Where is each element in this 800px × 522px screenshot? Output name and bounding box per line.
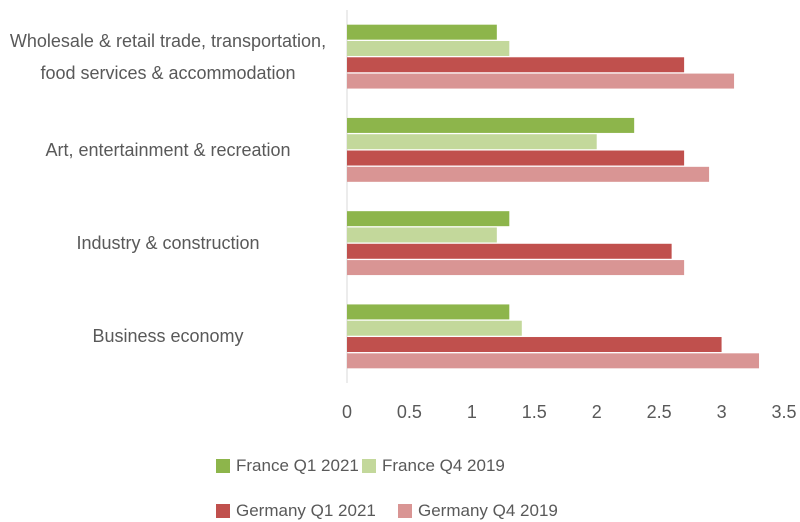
y-tick-label: Business economy [92, 326, 244, 347]
bar [347, 24, 497, 40]
bar [347, 150, 685, 166]
y-tick-label: Art, entertainment & recreation [45, 139, 291, 160]
legend-swatch [216, 459, 230, 473]
bar [347, 134, 597, 150]
legend-swatch [398, 504, 412, 518]
bar [347, 73, 735, 89]
legend-label: Germany Q1 2021 [236, 501, 376, 520]
y-tick-label: Wholesale & retail trade, transportation… [9, 30, 327, 83]
legend-label: Germany Q4 2019 [418, 501, 558, 520]
bar [347, 40, 510, 56]
bar [347, 260, 685, 276]
x-tick-label: 3.5 [771, 402, 796, 422]
x-tick-label: 1.5 [522, 402, 547, 422]
bar [347, 166, 710, 182]
x-tick-label: 2 [592, 402, 602, 422]
bar [347, 243, 672, 259]
legend-item: Germany Q4 2019 [398, 501, 558, 521]
x-tick-label: 0.5 [397, 402, 422, 422]
x-tick-label: 3 [717, 402, 727, 422]
bar [347, 304, 510, 320]
x-tick-label: 0 [342, 402, 352, 422]
bar [347, 337, 722, 353]
bar [347, 57, 685, 73]
x-tick-label: 2.5 [647, 402, 672, 422]
legend-item: France Q1 2021 [216, 456, 359, 476]
legend-label: France Q1 2021 [236, 456, 359, 475]
bar [347, 211, 510, 227]
bar [347, 320, 522, 336]
legend-item: Germany Q1 2021 [216, 501, 376, 521]
bar [347, 227, 497, 243]
bar [347, 117, 635, 133]
legend-swatch [216, 504, 230, 518]
y-tick-label: Industry & construction [76, 233, 260, 254]
legend-swatch [362, 459, 376, 473]
legend-item: France Q4 2019 [362, 456, 505, 476]
legend-label: France Q4 2019 [382, 456, 505, 475]
x-tick-label: 1 [467, 402, 477, 422]
bar [347, 353, 760, 369]
